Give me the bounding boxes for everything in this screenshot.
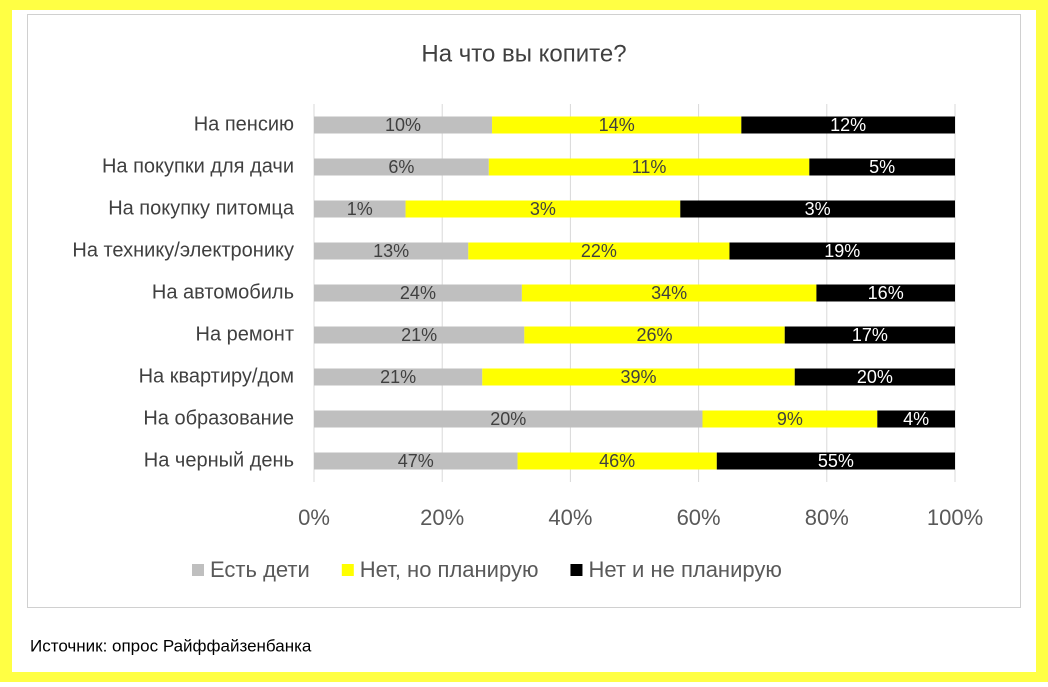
bar-segment — [521, 284, 817, 302]
bar-segment — [809, 158, 955, 176]
bar-segment — [314, 116, 493, 134]
x-tick-label: 40% — [548, 505, 592, 530]
data-label: 46% — [599, 451, 635, 471]
bar-segment — [492, 116, 742, 134]
x-tick-label: 20% — [420, 505, 464, 530]
data-label: 13% — [373, 241, 409, 261]
data-label: 39% — [620, 367, 656, 387]
bar-segment — [794, 368, 955, 386]
legend-label: Есть дети — [210, 557, 310, 582]
bar-segment — [468, 242, 730, 260]
bar-segment — [517, 452, 717, 470]
data-label: 11% — [632, 157, 667, 177]
y-tick-label: На покупки для дачи — [102, 155, 294, 177]
data-label: 22% — [581, 241, 617, 261]
legend-label: Нет, но планирую — [360, 557, 539, 582]
legend-swatch — [192, 564, 204, 576]
bar-segment — [314, 200, 406, 218]
data-label: 16% — [868, 283, 904, 303]
y-tick-label: На квартиру/дом — [139, 365, 294, 387]
data-label: 1% — [347, 199, 373, 219]
bar-segment — [784, 326, 955, 344]
data-label: 3% — [805, 199, 831, 219]
y-tick-label: На технику/электронику — [72, 239, 294, 261]
data-label: 19% — [824, 241, 860, 261]
bar-segment — [729, 242, 955, 260]
bar-segment — [716, 452, 955, 470]
bar-segment — [488, 158, 810, 176]
data-label: 5% — [869, 157, 895, 177]
data-label: 20% — [857, 367, 893, 387]
bar-segment — [680, 200, 955, 218]
x-tick-label: 60% — [677, 505, 721, 530]
data-label: 26% — [637, 325, 673, 345]
bar-segment — [314, 452, 518, 470]
legend-swatch — [570, 564, 583, 576]
data-label: 21% — [401, 325, 437, 345]
y-tick-label: На покупку питомца — [108, 197, 295, 219]
bar-segment — [314, 158, 489, 176]
bar-segment — [314, 242, 469, 260]
bar-segment — [314, 368, 483, 386]
data-label: 55% — [818, 451, 854, 471]
data-label: 6% — [388, 157, 414, 177]
data-label: 4% — [903, 409, 929, 429]
bar-segment — [702, 410, 878, 428]
bar-segment — [524, 326, 785, 344]
bar-segment — [877, 410, 955, 428]
bar-segment — [482, 368, 795, 386]
plot-area: 0% 20% 40% 60% 80% 100% На пенсию 10% 14% 12% На п… — [72, 104, 983, 582]
x-tick-label: 100% — [927, 505, 983, 530]
bar-segment — [816, 284, 955, 302]
data-label: 10% — [385, 115, 421, 135]
data-label: 12% — [830, 115, 866, 135]
data-label: 3% — [530, 199, 556, 219]
bar-segment — [314, 284, 522, 302]
y-tick-label: На ремонт — [196, 323, 294, 345]
bar-segment — [405, 200, 681, 218]
data-label: 21% — [380, 367, 416, 387]
bar-segment — [741, 116, 955, 134]
data-label: 24% — [400, 283, 436, 303]
x-tick-label: 80% — [805, 505, 849, 530]
legend-label: Нет и не планирую — [588, 557, 781, 582]
data-label: 47% — [398, 451, 434, 471]
data-label: 14% — [599, 115, 635, 135]
bar-segment — [314, 410, 703, 428]
source-note: Источник: опрос Райффайзенбанка — [30, 636, 312, 655]
x-tick-label: 0% — [298, 505, 330, 530]
bar-segment — [314, 326, 525, 344]
data-label: 17% — [852, 325, 888, 345]
legend-swatch — [341, 564, 354, 576]
plot-border — [27, 14, 1021, 608]
data-label: 20% — [490, 409, 526, 429]
y-tick-label: На черный день — [144, 449, 294, 471]
data-label: 9% — [777, 409, 803, 429]
chart-title: На что вы копите? — [421, 40, 626, 67]
data-label: 34% — [651, 283, 687, 303]
y-tick-label: На пенсию — [194, 113, 294, 135]
y-tick-label: На образование — [143, 407, 294, 429]
y-tick-label: На автомобиль — [152, 281, 294, 303]
